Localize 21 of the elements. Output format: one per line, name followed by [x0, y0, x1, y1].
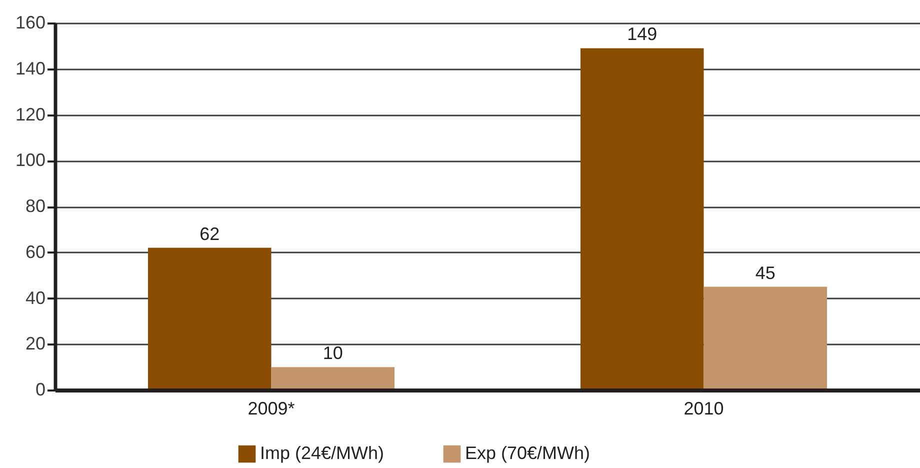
- y-tick-label: 20: [25, 334, 46, 354]
- data-label: 45: [755, 262, 776, 283]
- bar: [148, 248, 272, 390]
- data-label: 149: [627, 24, 658, 44]
- bar: [580, 48, 704, 390]
- y-tick-label: 40: [25, 288, 46, 308]
- x-tick-label: 2009*: [248, 398, 295, 418]
- data-label: 10: [322, 343, 343, 364]
- y-tick-label: 0: [35, 380, 46, 400]
- y-tick-label: 140: [15, 58, 46, 78]
- legend-label: Exp (70€/MWh): [465, 443, 590, 463]
- data-label: 62: [200, 224, 220, 244]
- y-tick-label: 120: [15, 104, 46, 124]
- y-tick-label: 80: [25, 196, 46, 216]
- bar: [271, 367, 395, 390]
- y-tick-label: 160: [15, 12, 46, 32]
- x-tick-label: 2010: [684, 398, 724, 418]
- bar: [704, 286, 828, 390]
- y-tick-label: 60: [25, 242, 46, 262]
- y-tick-label: 100: [15, 150, 46, 170]
- legend-label: Imp (24€/MWh): [260, 443, 384, 463]
